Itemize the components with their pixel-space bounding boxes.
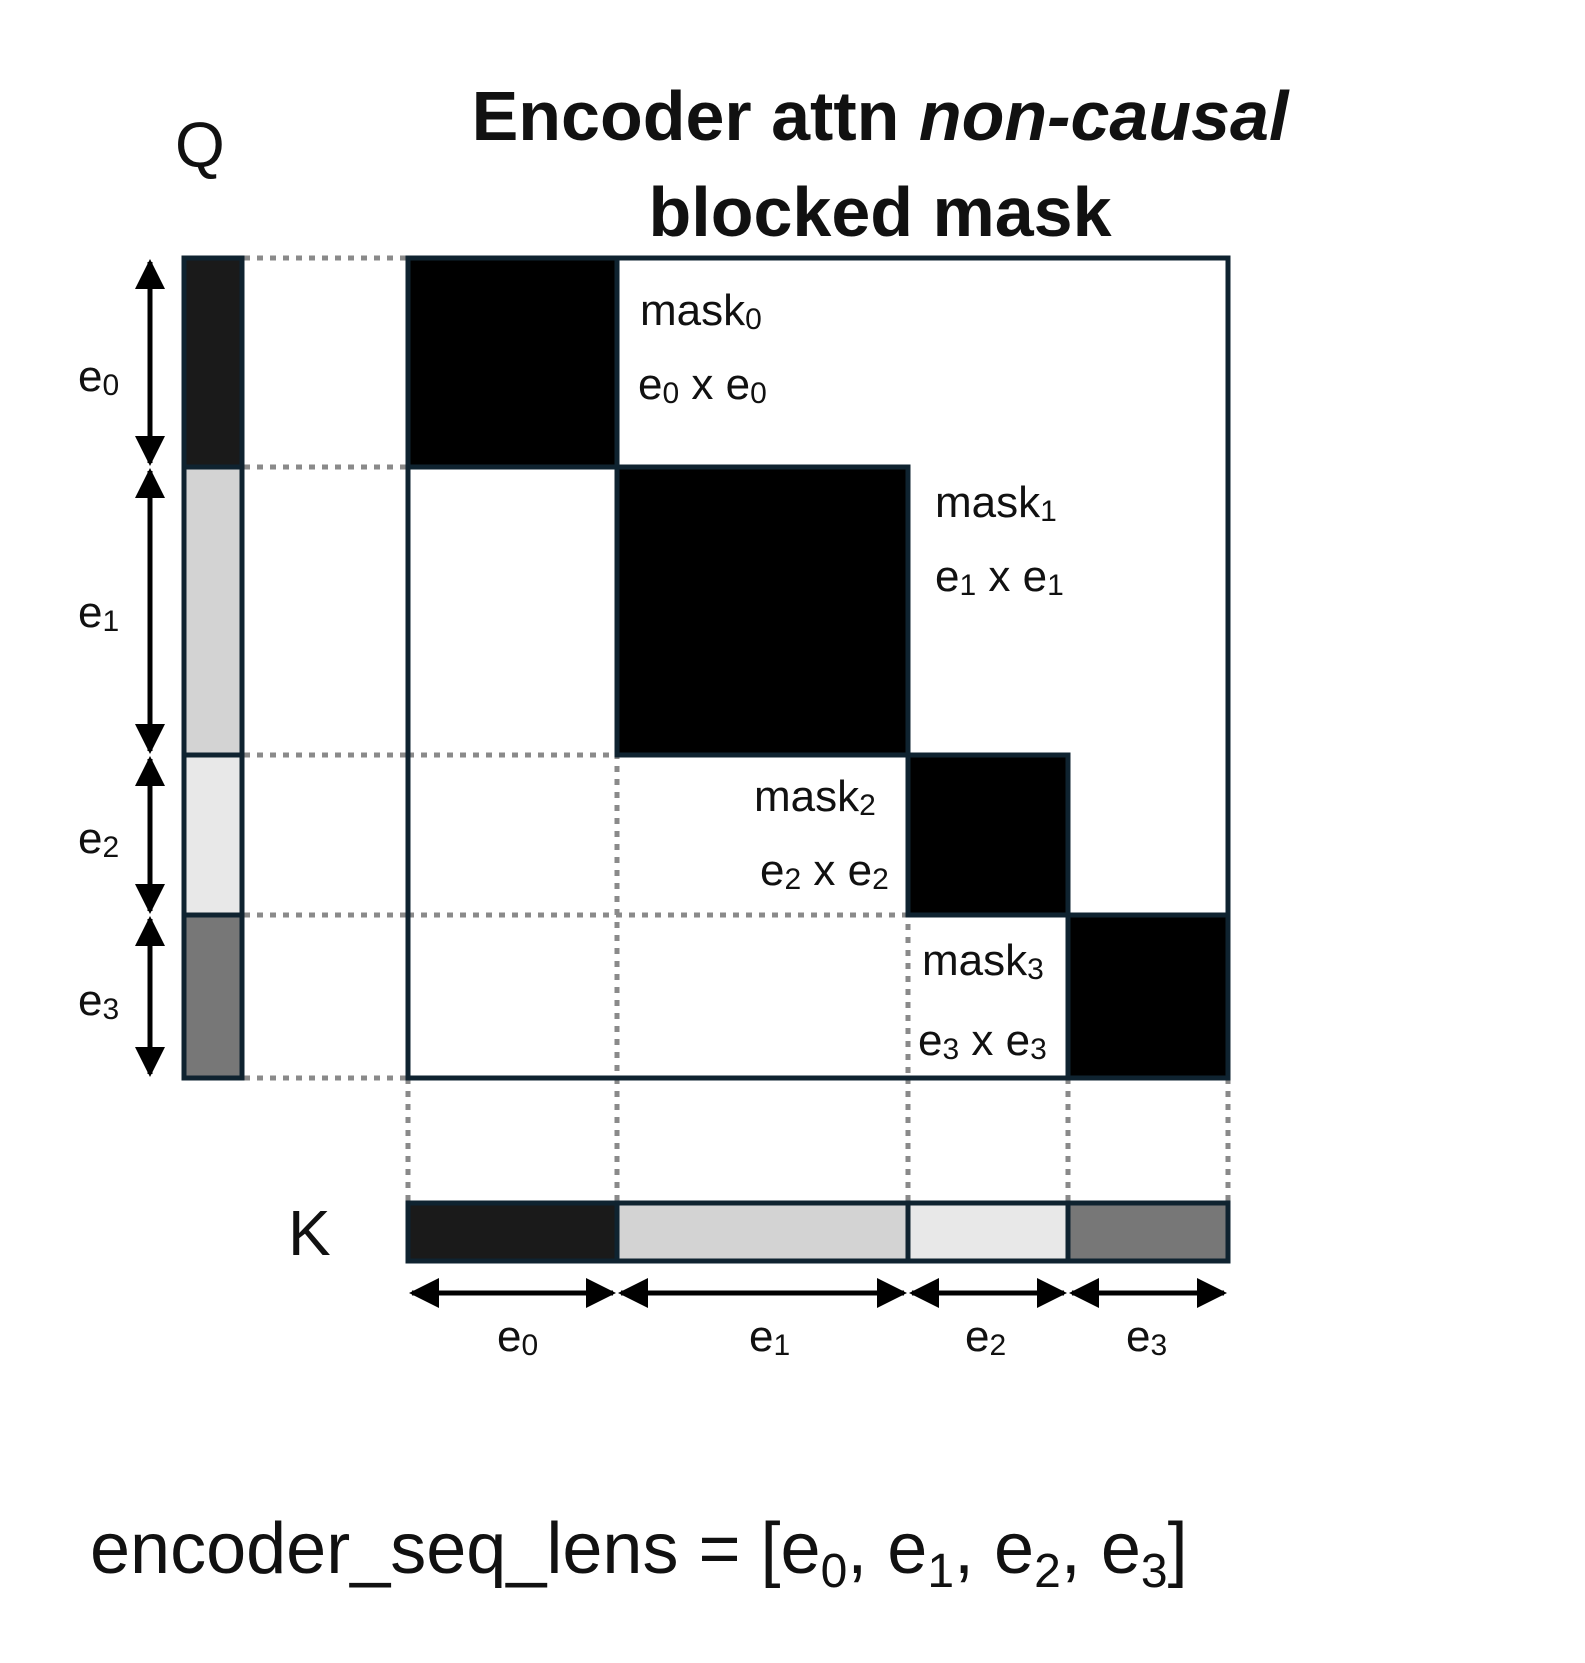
k-segment-3 [1065, 1200, 1231, 1264]
q-label: Q [175, 109, 225, 181]
q-segment-0 [181, 255, 245, 470]
mask-dims-0: e0 x e0 [638, 360, 767, 410]
mask-dims-2: e2 x e2 [760, 846, 889, 896]
title-line-2: blocked mask [648, 173, 1112, 251]
title-italic: non-causal [918, 77, 1289, 155]
k-segment-0 [405, 1200, 620, 1264]
mask-block-3 [1065, 912, 1231, 1081]
mask-block-0 [405, 255, 620, 470]
title-prefix: Encoder attn [471, 77, 919, 155]
q-segment-2 [181, 752, 245, 918]
k-seg-label-0: e0 [497, 1312, 539, 1362]
mask-label-1: mask1 [935, 478, 1057, 528]
q-seg-label-1: e1 [78, 588, 120, 638]
k-label: K [288, 1197, 331, 1269]
q-seg-label-2: e2 [78, 814, 120, 864]
mask-block-2 [905, 752, 1071, 918]
k-seg-label-2: e2 [965, 1312, 1007, 1362]
k-seg-label-1: e1 [749, 1312, 791, 1362]
mask-label-3: mask3 [922, 936, 1044, 986]
mask-label-2: mask2 [754, 772, 876, 822]
q-segment-3 [181, 912, 245, 1081]
mask-block-1 [614, 464, 911, 758]
k-seg-label-3: e3 [1126, 1312, 1168, 1362]
k-segment-2 [905, 1200, 1071, 1264]
q-bar [181, 255, 245, 1081]
mask-dims-1: e1 x e1 [935, 552, 1064, 602]
q-seg-label-0: e0 [78, 352, 120, 402]
dimension-arrows [135, 259, 1227, 1308]
diagram-title: Encoder attn non-causal blocked mask [380, 68, 1380, 260]
matrix-outline [405, 255, 1231, 1081]
mask-label-0: mask0 [640, 286, 762, 336]
encoder-seq-lens-formula: encoder_seq_lens = [e0, e1, e2, e3] [90, 1509, 1188, 1598]
q-seg-label-3: e3 [78, 976, 120, 1026]
k-segment-1 [614, 1200, 911, 1264]
title-line-1: Encoder attn non-causal [380, 68, 1380, 164]
attention-matrix [405, 255, 1231, 1081]
mask-dims-3: e3 x e3 [918, 1016, 1047, 1066]
k-bar [405, 1200, 1231, 1264]
q-segment-1 [181, 464, 245, 758]
